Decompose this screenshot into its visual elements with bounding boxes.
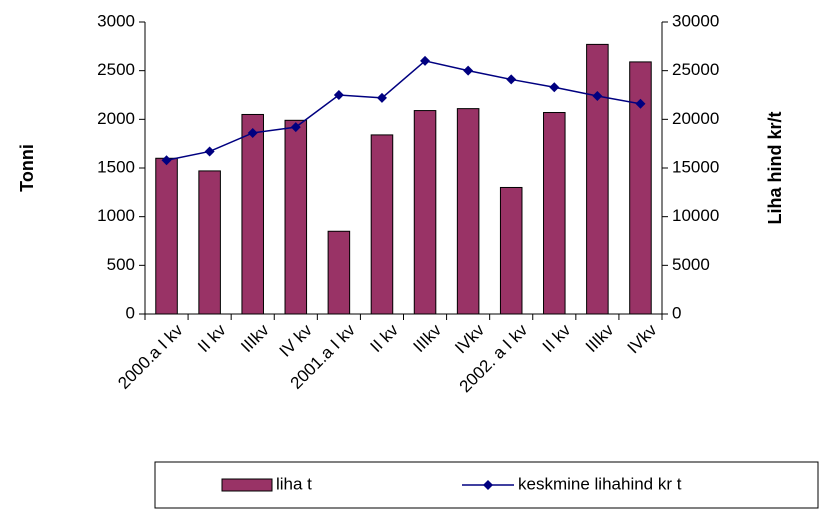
bar xyxy=(456,108,480,315)
line-marker xyxy=(204,146,215,157)
bar xyxy=(370,134,394,315)
x-tick-label: IVkv xyxy=(451,320,488,357)
x-tick-label: II kv xyxy=(194,320,230,356)
y2-tick-label: 5000 xyxy=(672,255,710,274)
bar xyxy=(499,186,523,315)
y-tick-label: 2500 xyxy=(97,60,135,79)
bar xyxy=(284,119,308,315)
line-marker xyxy=(635,98,646,109)
x-tick-label: IIIkv xyxy=(237,320,273,356)
bar xyxy=(586,43,609,315)
legend-swatch xyxy=(221,478,273,492)
line-marker xyxy=(247,127,258,138)
y-tick-label: 1500 xyxy=(97,157,135,176)
x-tick-label: IIIkv xyxy=(410,320,446,356)
bar xyxy=(629,61,652,315)
bar xyxy=(327,230,351,315)
legend-marker xyxy=(483,480,493,490)
y-tick-label: 2000 xyxy=(97,109,135,128)
line-marker xyxy=(333,90,344,100)
y2-tick-label: 10000 xyxy=(672,206,719,225)
line-marker xyxy=(506,74,517,85)
y2-tick-label: 30000 xyxy=(672,11,719,30)
y-axis-title: Tonni xyxy=(17,144,37,192)
line-marker xyxy=(290,122,301,133)
line-marker xyxy=(592,90,603,101)
y2-axis-title: Liha hind kr/t xyxy=(765,111,785,224)
legend-label: keskmine lihahind kr t xyxy=(518,474,682,493)
y-tick-label: 0 xyxy=(126,303,135,322)
line-marker xyxy=(549,82,560,93)
x-tick-label: 2000.a I kv xyxy=(114,320,187,393)
y-tick-label: 500 xyxy=(107,255,135,274)
bar xyxy=(155,157,178,315)
line-marker xyxy=(161,155,172,166)
x-tick-label: II kv xyxy=(539,320,575,356)
y2-tick-label: 20000 xyxy=(672,109,719,128)
bar xyxy=(413,110,437,315)
y2-tick-label: 15000 xyxy=(672,157,719,176)
y2-tick-label: 25000 xyxy=(672,60,719,79)
line-marker xyxy=(376,92,387,103)
y2-tick-label: 0 xyxy=(672,303,681,322)
line-marker xyxy=(463,65,474,76)
bar xyxy=(241,113,264,315)
x-tick-label: IIIkv xyxy=(582,320,618,356)
x-tick-label: IVkv xyxy=(624,320,661,357)
legend-label: liha t xyxy=(276,474,312,493)
line-marker xyxy=(420,55,431,66)
x-tick-label: II kv xyxy=(366,320,402,356)
bar xyxy=(198,170,221,315)
y-tick-label: 3000 xyxy=(97,11,135,30)
line xyxy=(166,60,641,161)
y-tick-label: 1000 xyxy=(97,206,135,225)
bar xyxy=(543,112,566,315)
